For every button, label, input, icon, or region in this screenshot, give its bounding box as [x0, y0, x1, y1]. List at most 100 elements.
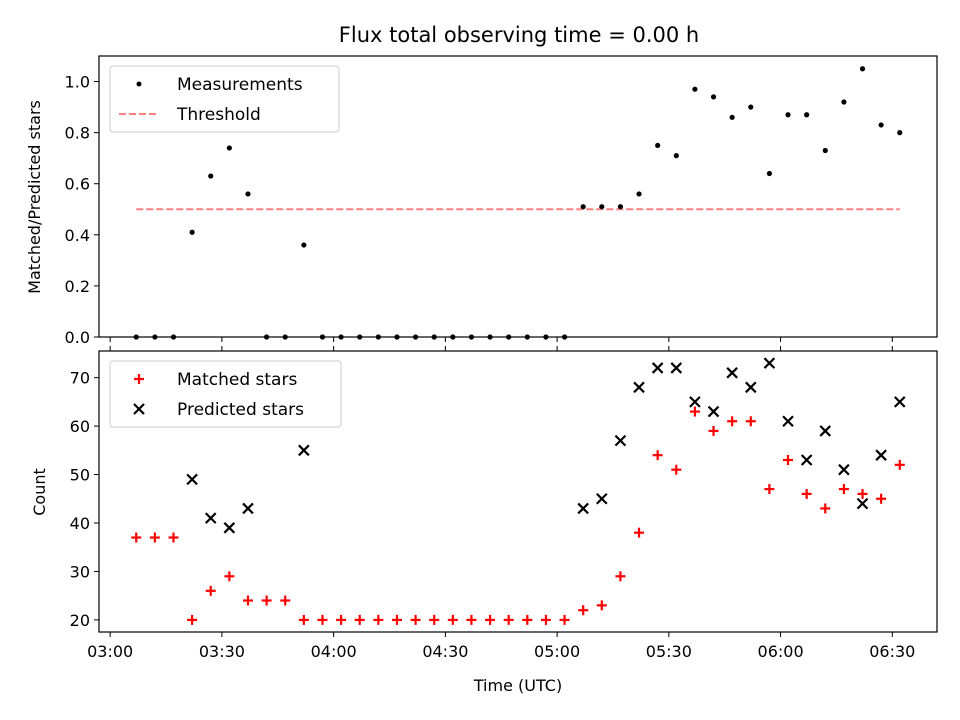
matched-stars-point: [801, 488, 812, 499]
predicted-stars-point: [186, 473, 198, 486]
matched-stars-point: [652, 450, 663, 461]
x-tick-label: 03:30: [199, 642, 245, 661]
x-stroke-b: [744, 381, 757, 394]
top-y-tick-label: 0.0: [65, 328, 90, 347]
matched-stars-point: [131, 532, 142, 543]
figure-title: Flux total observing time = 0.00 h: [339, 23, 699, 47]
top-y-tick-label: 0.4: [65, 226, 90, 245]
measurement-points: [133, 66, 903, 340]
matched-stars-point: [336, 614, 347, 625]
matched-stars-point: [149, 532, 160, 543]
legend-measurements-label: Measurements: [177, 75, 303, 95]
predicted-stars-point: [744, 381, 757, 394]
predicted-stars-point: [800, 454, 813, 466]
matched-stars-point: [205, 585, 216, 596]
legend-threshold-label: Threshold: [176, 105, 261, 125]
predicted-stars-point: [223, 522, 236, 534]
predicted-stars-point: [782, 415, 794, 428]
measurement-point: [301, 242, 307, 248]
predicted-stars-point: [819, 425, 832, 437]
x-tick-label: 03:00: [87, 642, 133, 661]
predicted-stars-point: [204, 512, 217, 524]
bottom-y-tick-label: 20: [70, 611, 90, 630]
matched-stars-point: [708, 425, 719, 436]
matched-stars-point: [783, 455, 794, 466]
predicted-stars-point: [875, 449, 887, 461]
matched-stars-point: [745, 416, 756, 427]
predicted-stars-point: [707, 405, 720, 418]
matched-stars-point: [522, 614, 533, 625]
matched-stars-point: [373, 614, 384, 625]
x-stroke-b: [298, 444, 310, 457]
matched-stars-point: [838, 484, 849, 495]
predicted-stars-point: [651, 362, 664, 374]
bottom-y-tick-label: 50: [70, 466, 90, 485]
predicted-stars-point: [670, 362, 683, 374]
top-y-tick-label: 1.0: [65, 73, 90, 92]
matched-stars-point: [857, 488, 868, 499]
matched-stars-point: [876, 493, 887, 504]
top-legend-box: [109, 65, 340, 133]
x-tick-label: 05:30: [646, 642, 692, 661]
matched-stars-point: [540, 614, 551, 625]
x-stroke-b: [707, 405, 720, 418]
x-stroke-b: [800, 454, 813, 466]
measurement-point: [729, 114, 735, 120]
measurement-point: [841, 99, 847, 105]
top-legend: Measurements Threshold: [109, 65, 340, 133]
measurement-point: [766, 170, 773, 177]
measurement-point: [710, 94, 717, 100]
matched-stars-point: [578, 605, 589, 616]
x-stroke-b: [782, 415, 794, 428]
measurement-point: [692, 86, 698, 92]
x-stroke-b: [763, 357, 776, 369]
predicted-stars-point: [242, 502, 254, 515]
x-stroke-b: [614, 434, 627, 447]
top-y-axis-label: Matched/Predicted stars: [25, 100, 44, 294]
matched-stars-point: [298, 614, 309, 625]
legend-x: [133, 403, 145, 415]
top-x-ticks: [109, 337, 893, 342]
matched-stars-point: [689, 406, 700, 417]
matched-stars-point: [391, 614, 402, 625]
measurement-point: [804, 112, 810, 118]
matched-stars-point: [261, 595, 272, 606]
x-tick-label: 04:00: [311, 642, 357, 661]
top-y-tick-label: 0.8: [65, 124, 90, 143]
bottom-y-tick-label: 30: [70, 562, 90, 581]
x-tick-label: 04:30: [422, 642, 468, 661]
top-y-tick-label: 0.2: [65, 277, 90, 296]
predicted-stars-points: [186, 357, 906, 534]
matched-stars-point: [447, 614, 458, 625]
matched-stars-point: [615, 571, 626, 582]
measurement-point: [245, 191, 251, 197]
matched-stars-point: [317, 614, 328, 625]
bottom-legend-box: [109, 360, 342, 428]
predicted-stars-point: [726, 367, 738, 379]
measurement-point: [636, 191, 642, 197]
bottom-y-tick-label: 70: [70, 369, 90, 388]
bottom-y-tick-label: 40: [70, 514, 90, 533]
legend-predicted-label: Predicted stars: [177, 400, 304, 420]
x-stroke-b: [856, 497, 869, 510]
x-stroke-b: [726, 367, 738, 379]
legend-plus: [134, 374, 144, 384]
measurement-point: [617, 204, 624, 210]
matched-stars-point: [503, 614, 514, 625]
matched-stars-point: [429, 614, 440, 625]
x-stroke-b: [689, 396, 701, 408]
measurement-point: [189, 229, 195, 235]
bottom-legend: Matched stars Predicted stars: [109, 360, 342, 428]
matched-stars-point: [559, 614, 570, 625]
measurement-point: [226, 145, 232, 151]
matched-stars-point: [280, 595, 291, 606]
top-axes-frame: [98, 55, 938, 338]
matched-stars-point: [242, 595, 253, 606]
matched-stars-points: [131, 406, 905, 625]
predicted-stars-point: [633, 381, 645, 394]
matched-stars-point: [764, 484, 775, 495]
x-stroke-b: [186, 473, 198, 486]
measurement-point: [822, 147, 828, 154]
bottom-y-ticks: 20 30 40 50 60 70: [70, 369, 99, 630]
